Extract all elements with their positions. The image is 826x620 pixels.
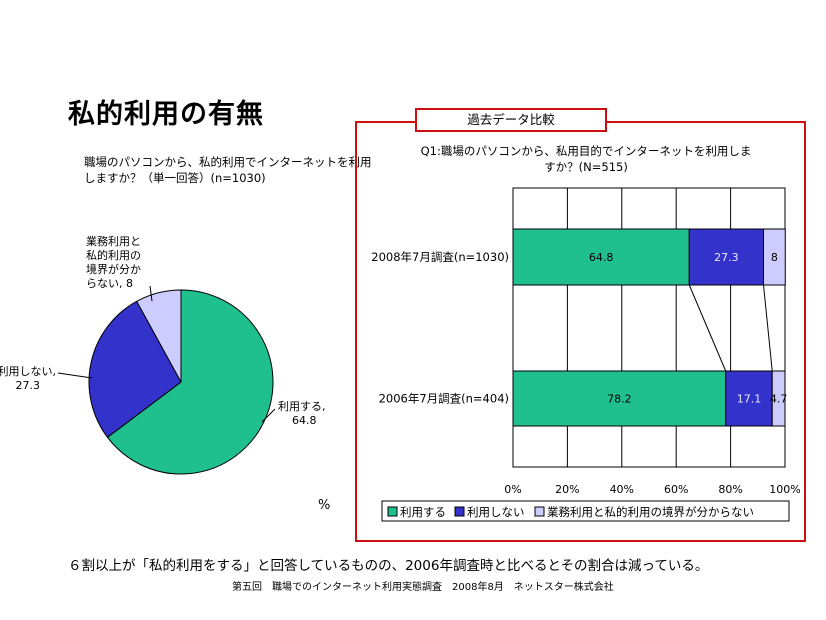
legend-label-0: 利用する xyxy=(400,505,446,519)
bar-question-line-1: Q1:職場のパソコンから、私用目的でインターネットを利用しま xyxy=(420,144,752,158)
x-tick-label-2: 40% xyxy=(610,483,634,496)
pie-chart-question: 職場のパソコンから、私的利用でインターネットを利用 しますか？（単一回答）(n=… xyxy=(84,154,374,186)
footer-note: ６割以上が「私的利用をする」と回答しているものの、2006年調査時と比べるとその… xyxy=(68,558,709,574)
x-tick-label-1: 20% xyxy=(555,483,579,496)
footer-source: 第五回 職場でのインターネット利用実態調査 2008年8月 ネットスター株式会社 xyxy=(232,582,614,593)
pie-question-line-1: 職場のパソコンから、私的利用でインターネットを利用 xyxy=(84,155,372,169)
legend-label-1: 利用しない xyxy=(467,505,525,519)
bar-value-label-1-0: 78.2 xyxy=(607,393,632,406)
bar-value-label-1-2: 4.7 xyxy=(770,393,788,406)
bar-value-label-0-2: 8 xyxy=(771,251,778,264)
bar-value-label-1-1: 17.1 xyxy=(737,393,762,406)
x-tick-label-5: 100% xyxy=(769,483,800,496)
bar-segment-0-1 xyxy=(688,228,765,286)
x-tick-label-0: 0% xyxy=(504,483,521,496)
x-tick-label-4: 80% xyxy=(718,483,742,496)
legend-label-2: 業務利用と私的利用の境界が分からない xyxy=(547,505,754,519)
pie-slice-1 xyxy=(88,300,182,439)
bar-chart-question: Q1:職場のパソコンから、私用目的でインターネットを利用しま すか？(N=515… xyxy=(388,143,784,175)
bar-segment-1-2 xyxy=(771,370,786,427)
pie-slice-2 xyxy=(136,289,182,383)
pie-leader-line-1 xyxy=(57,372,93,379)
bar-segment-0-0 xyxy=(512,228,690,286)
legend-swatch-2 xyxy=(534,506,545,517)
legend-box xyxy=(381,500,790,522)
legend: 利用する 利用しない 業務利用と私的利用の境界が分からない xyxy=(381,500,790,522)
legend-swatch-1 xyxy=(454,506,465,517)
pie-leader-line-2 xyxy=(149,285,153,302)
bar-value-label-0-1: 27.3 xyxy=(714,251,739,264)
page-title: 私的利用の有無 xyxy=(68,99,264,130)
bar-question-line-2: すか？(N=515) xyxy=(544,160,628,174)
x-tick-label-3: 60% xyxy=(664,483,688,496)
bar-segment-0-2 xyxy=(763,228,786,286)
series-connector-line-1 xyxy=(763,284,773,372)
comparison-tab-label: 過去データ比較 xyxy=(415,108,607,132)
percent-unit-label: % xyxy=(318,498,331,513)
legend-swatch-0 xyxy=(387,506,398,517)
pie-slice-0 xyxy=(106,289,274,475)
pie-slice-label-1: 利用しない, 27.3 xyxy=(0,365,56,392)
bar-value-label-0-0: 64.8 xyxy=(589,251,614,264)
pie-question-line-2: しますか？（単一回答）(n=1030) xyxy=(84,171,266,185)
pie-chart: 利用する, 64.8 利用しない, 27.3 業務利用と私的利用の境界が分からない, 8 xyxy=(0,234,326,475)
category-label-1: 2006年7月調査(n=404) xyxy=(379,392,509,406)
pie-leader-line-0 xyxy=(261,408,276,423)
pie-slice-label-0: 利用する, 64.8 xyxy=(278,400,326,427)
stacked-bar-chart: 0% 20% 40% 60% 80% 100% 64.8 27.3 8 2008年7月調査(n=1… xyxy=(371,187,801,522)
bar-segment-1-1 xyxy=(725,370,773,427)
pie-slice-label-2: 業務利用と私的利用の境界が分からない, 8 xyxy=(86,234,141,290)
category-label-0: 2008年7月調査(n=1030) xyxy=(371,250,509,264)
series-connector-line-0 xyxy=(688,284,727,372)
